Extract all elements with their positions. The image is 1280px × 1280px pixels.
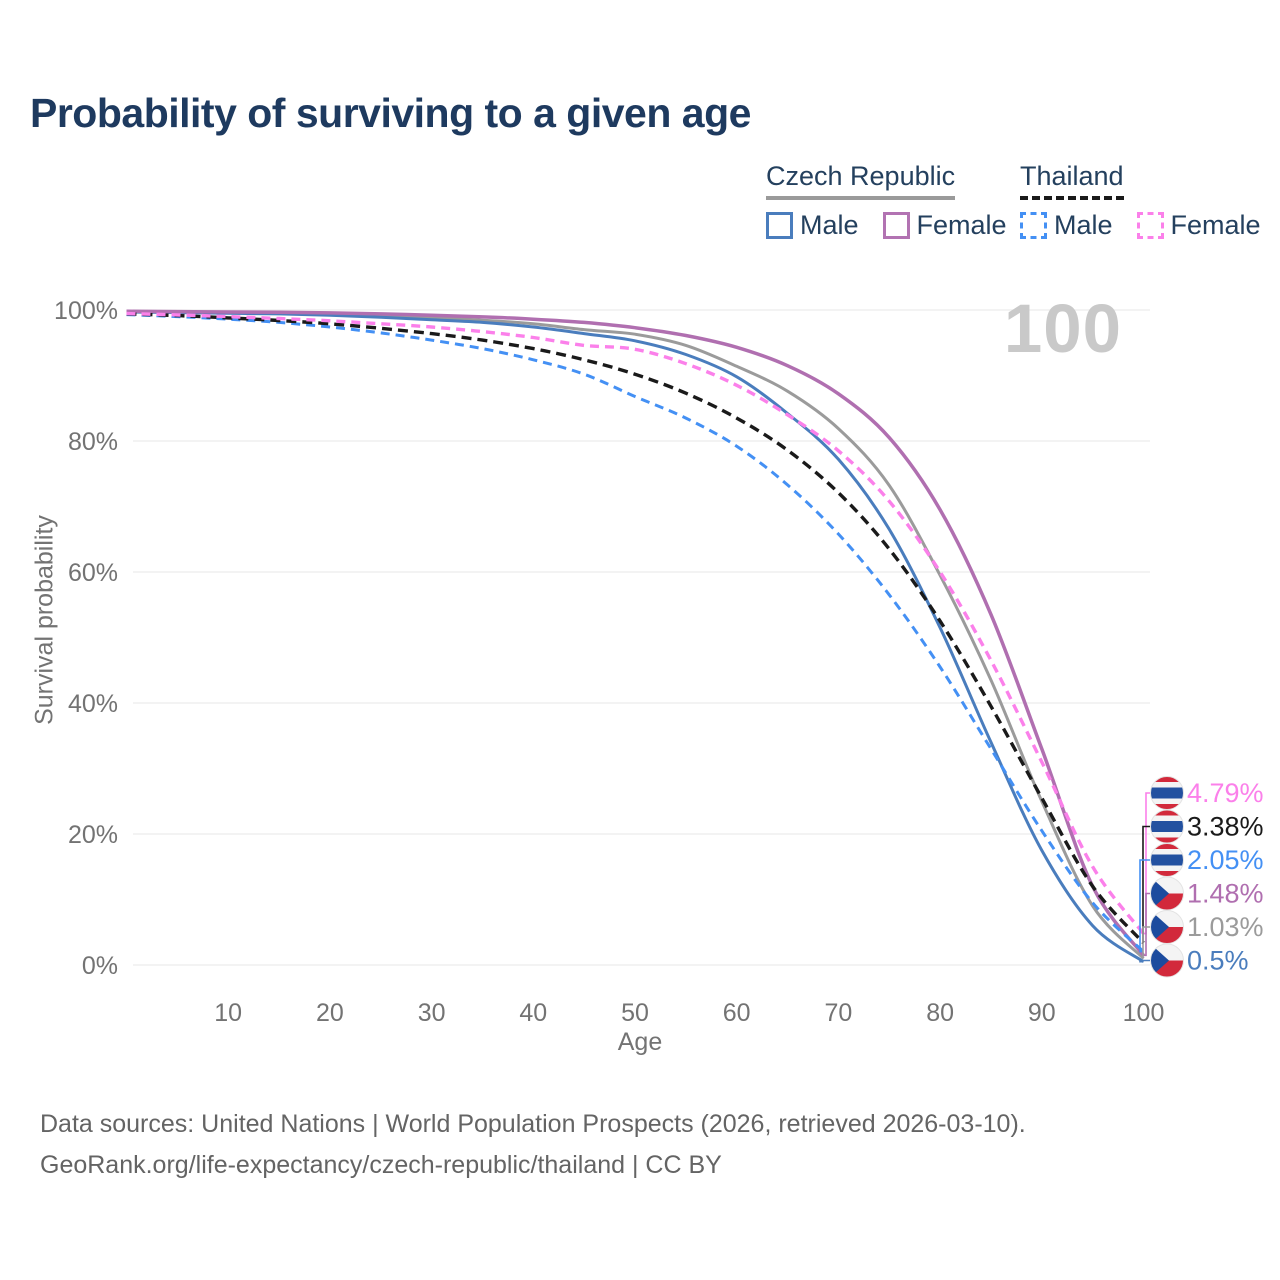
label-connector: [1139, 959, 1151, 963]
x-tick-label: 40: [519, 999, 547, 1027]
x-axis-title: Age: [617, 1028, 663, 1056]
x-tick-label: 100: [1123, 999, 1165, 1027]
curve-czech-republic-total: [126, 310, 1145, 960]
y-tick-label: 60%: [68, 559, 118, 587]
legend-label-czech-female: Female: [916, 209, 1007, 240]
end-value-label: 3.38%: [1187, 812, 1264, 842]
legend-label-czech-male: Male: [800, 209, 859, 240]
x-tick-label: 80: [926, 999, 954, 1027]
age-annotation: 100: [1003, 290, 1122, 367]
y-tick-label: 40%: [68, 690, 118, 718]
flag-icon-thailand: [1150, 776, 1184, 810]
legend-heading-thailand: Thailand: [1020, 161, 1124, 200]
x-tick-label: 20: [316, 999, 344, 1027]
label-connector: [1142, 926, 1151, 960]
end-value-label: 1.03%: [1187, 912, 1264, 942]
x-tick-label: 50: [621, 999, 649, 1027]
end-value-label: 4.79%: [1187, 778, 1264, 808]
flag-icon-czech: [1150, 910, 1184, 944]
y-tick-label: 0%: [82, 952, 118, 980]
x-tick-label: 30: [418, 999, 446, 1027]
legend-swatch-thailand-male: [1020, 211, 1047, 239]
legend-swatch-thailand-female: [1136, 211, 1164, 239]
flag-icon-czech: [1150, 943, 1184, 978]
label-connector: [1143, 892, 1151, 957]
label-connector: [1143, 792, 1151, 935]
x-tick-label: 90: [1028, 999, 1056, 1027]
end-value-label: 0.5%: [1187, 946, 1249, 976]
footer-link: GeoRank.org/life-expectancy/czech-republ…: [40, 1150, 722, 1179]
label-connector: [1142, 825, 1151, 944]
legend-row: Male Female: [1020, 210, 1280, 241]
legend-group-thailand: Thailand Male Female: [1020, 161, 1280, 241]
y-tick-label: 100%: [54, 297, 118, 325]
x-tick-label: 70: [824, 999, 852, 1027]
end-value-label: 1.48%: [1187, 879, 1264, 909]
curve-czech-republic-female: [126, 309, 1145, 957]
legend-group-czech-republic: Czech Republic Male Female: [766, 161, 1031, 241]
curve-thailand-male: [126, 313, 1145, 953]
y-axis-title: Survival probability: [30, 515, 59, 725]
end-value-label: 2.05%: [1187, 845, 1264, 875]
flag-icon-thailand: [1150, 843, 1184, 877]
curve-thailand-female: [126, 311, 1145, 935]
legend-label-thailand-female: Female: [1170, 209, 1261, 240]
y-tick-label: 20%: [68, 821, 118, 849]
footer: Data sources: United Nations | World Pop…: [40, 1104, 1026, 1185]
legend-swatch-czech-female: [882, 211, 910, 239]
footer-sources: Data sources: United Nations | World Pop…: [40, 1110, 1026, 1138]
curve-czech-republic-male: [126, 310, 1145, 963]
flag-icon-czech: [1150, 876, 1184, 911]
y-tick-label: 80%: [68, 428, 118, 456]
x-tick-label: 10: [214, 999, 242, 1027]
legend-label-thailand-male: Male: [1054, 209, 1113, 240]
curve-thailand-total: [126, 312, 1145, 945]
legend-row: Male Female: [766, 210, 1031, 241]
legend-swatch-czech-male: [766, 211, 793, 239]
legend-heading-czech-republic: Czech Republic: [766, 161, 956, 200]
flag-icon-thailand: [1150, 809, 1184, 844]
page-title: Probability of surviving to a given age: [30, 90, 751, 136]
x-tick-label: 60: [723, 999, 751, 1027]
label-connector: [1139, 859, 1151, 953]
